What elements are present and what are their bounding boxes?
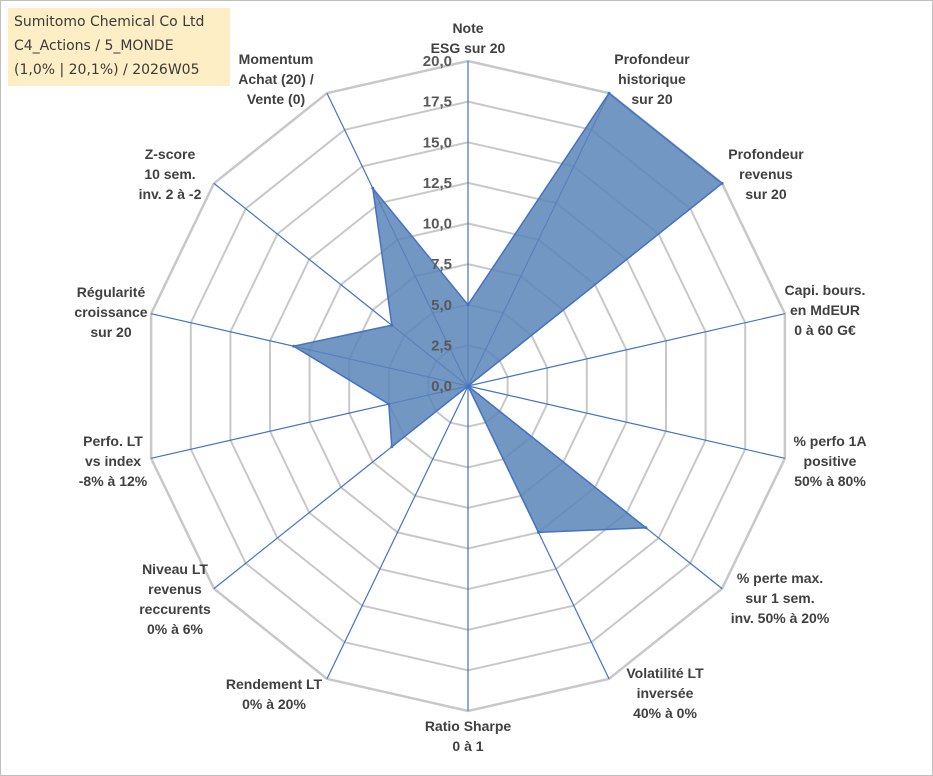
axis-label-line: 50% à 80% <box>794 473 866 489</box>
axis-label-line: Rendement LT <box>226 676 323 692</box>
axis-label-line: Capi. bours. <box>785 282 866 298</box>
tick-label: 15,0 <box>423 134 452 151</box>
axis-label-line: sur 20 <box>90 324 131 340</box>
axis-label-line: Volatilité LT <box>626 665 704 681</box>
axis-label-line: 0 à 60 G€ <box>794 322 856 338</box>
tick-layer: 0,0 2,5 5,0 7,5 10,0 12,5 15,0 17,5 20,0 <box>423 53 452 395</box>
data-point <box>466 384 470 388</box>
axis-label-line: -8% à 12% <box>79 473 148 489</box>
tick-label: 7,5 <box>431 256 452 273</box>
axis-label-line: inv. 50% à 20% <box>731 610 830 626</box>
axis-label-line: sur 20 <box>631 91 672 107</box>
axis-label: Régularité croissance sur 20 <box>74 284 147 340</box>
axis-label-line: Z-score <box>145 146 196 162</box>
axis-label: Z-score 10 sem. inv. 2 à -2 <box>139 146 202 202</box>
axis-label: Perfo. LT vs index -8% à 12% <box>79 433 148 489</box>
series-layer <box>291 91 724 534</box>
axis-label-line: 0 à 1 <box>452 738 483 754</box>
axis-spoke <box>326 385 469 680</box>
axis-label: Volatilité LT inversée 40% à 0% <box>626 665 704 721</box>
tick-label: 5,0 <box>431 297 452 314</box>
data-point <box>537 530 540 534</box>
data-point <box>387 402 391 406</box>
axis-label-line: 10 sem. <box>144 166 195 182</box>
info-box: Sumitomo Chemical Co Ltd C4_Actions / 5_… <box>8 8 230 86</box>
axis-label-line: inversée <box>637 685 694 701</box>
data-point <box>371 186 375 190</box>
tick-label: 17,5 <box>423 94 452 111</box>
axis-spoke <box>467 385 786 459</box>
tick-label: 12,5 <box>423 175 452 192</box>
axis-label-line: Vente (0) <box>247 91 305 107</box>
data-point <box>466 303 470 307</box>
axis-label-line: 0% à 6% <box>147 621 204 637</box>
data-point <box>292 344 296 348</box>
axis-label-line: Ratio Sharpe <box>425 718 512 734</box>
axis-label-line: reccurents <box>139 601 211 617</box>
portfolio-path: C4_Actions / 5_MONDE <box>14 38 174 54</box>
series-area <box>291 92 724 534</box>
axis-label-line: 40% à 0% <box>633 705 697 721</box>
axis-label: Note ESG sur 20 <box>431 20 506 56</box>
axis-label-line: en MdEUR <box>790 302 860 318</box>
axis-label: Rendement LT 0% à 20% <box>226 676 323 712</box>
axis-label-line: Momentum <box>239 51 314 67</box>
axis-label-line: sur 1 sem. <box>745 590 814 606</box>
data-point <box>390 323 394 327</box>
axis-label-line: vs index <box>85 453 141 469</box>
axis-label-line: Régularité <box>77 284 146 300</box>
axis-label-line: % perfo 1A <box>793 433 866 449</box>
tick-label: 0,0 <box>431 378 452 395</box>
axis-label-line: Niveau LT <box>142 561 208 577</box>
axis-label: Capi. bours. en MdEUR 0 à 60 G€ <box>785 282 866 338</box>
data-point <box>607 91 611 95</box>
axis-label: Niveau LT revenus reccurents 0% à 6% <box>139 561 211 637</box>
data-point <box>720 181 724 185</box>
axis-label-line: Profondeur <box>614 51 690 67</box>
label-layer: Note ESG sur 20 Profondeur historique sur 20… <box>74 20 866 754</box>
axis-label-line: positive <box>804 453 857 469</box>
axis-label: Ratio Sharpe 0 à 1 <box>425 718 512 754</box>
company-name: Sumitomo Chemical Co Ltd <box>14 14 205 30</box>
axis-label-line: sur 20 <box>745 186 786 202</box>
period-info: (1,0% | 20,1%) / 2026W05 <box>14 62 200 78</box>
tick-label: 20,0 <box>423 53 452 70</box>
data-point <box>644 526 648 530</box>
axis-label-line: Achat (20) / <box>238 71 314 87</box>
axis-spoke <box>467 313 786 387</box>
tick-label: 2,5 <box>431 337 452 354</box>
axis-label-line: historique <box>618 71 686 87</box>
axis-label-line: revenus <box>148 581 202 597</box>
axis-label-line: croissance <box>74 304 147 320</box>
axis-label-line: % perte max. <box>737 570 823 586</box>
data-point <box>390 445 394 449</box>
axis-label: Profondeur historique sur 20 <box>614 51 690 107</box>
axis-label-line: 0% à 20% <box>242 696 306 712</box>
tick-label: 10,0 <box>423 216 452 233</box>
axis-label-line: Perfo. LT <box>83 433 143 449</box>
axis-label-line: inv. 2 à -2 <box>139 186 202 202</box>
axis-label: Momentum Achat (20) / Vente (0) <box>238 51 314 107</box>
axis-label-line: revenus <box>739 166 793 182</box>
axis-label-line: Note <box>452 20 483 36</box>
axis-label: % perfo 1A positive 50% à 80% <box>793 433 866 489</box>
axis-label: % perte max. sur 1 sem. inv. 50% à 20% <box>731 570 830 626</box>
axis-label: Profondeur revenus sur 20 <box>728 146 804 202</box>
axis-label-line: Profondeur <box>728 146 804 162</box>
axis-label-line: ESG sur 20 <box>431 40 506 56</box>
